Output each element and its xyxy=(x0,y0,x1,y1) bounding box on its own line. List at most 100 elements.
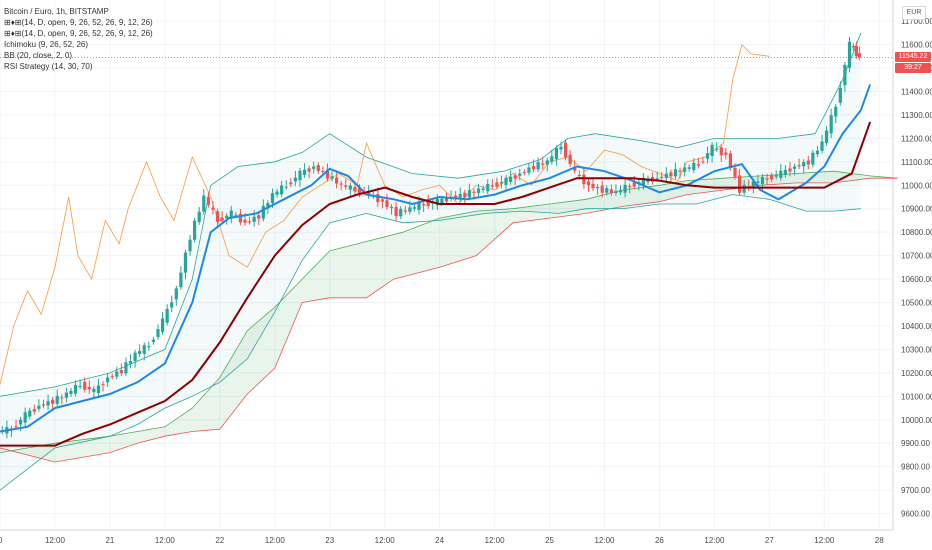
candle-body xyxy=(600,185,604,193)
y-tick-label: 10600.00 xyxy=(901,275,932,284)
x-tick-label: 12:00 xyxy=(155,536,176,545)
y-tick-label: 10900.00 xyxy=(901,205,932,214)
y-tick-label: 10200.00 xyxy=(901,369,932,378)
candle-body xyxy=(321,171,325,173)
candle-body xyxy=(495,182,499,187)
candle-body xyxy=(261,205,265,219)
candle-body xyxy=(257,215,261,219)
candle-body xyxy=(367,191,371,196)
bb-lower xyxy=(0,194,861,491)
candle-body xyxy=(55,395,59,404)
candle-body xyxy=(678,170,682,172)
candle-body xyxy=(513,175,517,179)
candle-body xyxy=(147,346,151,348)
y-tick-label: 10300.00 xyxy=(901,345,932,354)
candle-body xyxy=(609,189,613,193)
candle-body xyxy=(307,168,311,172)
candle-body xyxy=(183,252,188,273)
candle-body xyxy=(238,213,243,223)
candle-body xyxy=(138,350,142,355)
candle-body xyxy=(41,404,46,406)
y-tick-label: 11100.00 xyxy=(901,158,932,167)
candle-body xyxy=(458,194,462,198)
legend-indicator-1[interactable]: ⊞♦⊞(14, D, open, 9, 26, 52, 26, 9, 12, 2… xyxy=(4,18,153,27)
candle-body xyxy=(797,165,801,167)
candle-body xyxy=(247,221,252,223)
price-axis[interactable]: 9600.00 9700.00 9800.00 9900.00 10000.00 1010… xyxy=(901,17,932,518)
x-tick-label: 27 xyxy=(765,536,774,545)
candle-body xyxy=(756,181,760,183)
time-axis[interactable]: 0 12:00 21 12:00 22 12:00 23 12:00 24 12:00 25 12:0… xyxy=(0,536,884,545)
candle-body xyxy=(211,207,215,210)
candle-body xyxy=(69,390,73,394)
candle-body xyxy=(563,142,568,158)
candle-body xyxy=(724,152,728,155)
candle-body xyxy=(486,184,490,192)
candle-body xyxy=(110,376,114,378)
cloud-area xyxy=(0,171,898,462)
candle-body xyxy=(60,397,64,399)
candle-body xyxy=(628,186,632,188)
candle-body xyxy=(820,141,824,151)
candle-body xyxy=(266,203,270,208)
candle-body xyxy=(270,193,275,204)
candle-body xyxy=(124,362,128,374)
candle-body xyxy=(504,177,508,185)
legend-ichimoku[interactable]: Ichimoku (9, 26, 52, 26) xyxy=(4,40,89,49)
y-tick-label: 11300.00 xyxy=(901,111,932,120)
legend-bb[interactable]: BB (20, close, 2, 0) xyxy=(4,51,73,60)
candle-body xyxy=(380,199,384,202)
y-tick-label: 10000.00 xyxy=(901,416,932,425)
candle-body xyxy=(293,177,297,182)
x-tick-label: 25 xyxy=(545,536,554,545)
candle-body xyxy=(655,178,659,180)
candle-body xyxy=(696,164,700,166)
candle-body xyxy=(298,170,302,181)
y-tick-label: 9800.00 xyxy=(901,463,930,472)
candle-body xyxy=(554,148,559,160)
candle-body xyxy=(316,165,320,172)
candle-body xyxy=(302,169,307,175)
candle-body xyxy=(193,220,197,240)
candle-body xyxy=(824,130,829,144)
candle-body xyxy=(440,198,444,204)
x-tick-label: 28 xyxy=(875,536,884,545)
candle-body xyxy=(623,184,627,193)
candle-body xyxy=(737,175,742,193)
candle-body xyxy=(151,339,156,342)
grid xyxy=(0,0,894,531)
candle-body xyxy=(252,216,256,222)
legend-title[interactable]: Bitcoin / Euro, 1h, BITSTAMP xyxy=(4,7,109,16)
countdown-tag: 39:27 xyxy=(895,63,931,74)
candle-body xyxy=(829,115,833,134)
candle-body xyxy=(632,182,636,187)
candle-body xyxy=(156,329,160,337)
candle-body xyxy=(550,156,554,162)
currency-button[interactable]: EUR xyxy=(902,6,926,20)
candle-body xyxy=(14,426,18,428)
candle-body xyxy=(284,186,288,188)
candle-body xyxy=(710,144,714,157)
candle-body xyxy=(664,173,668,179)
candle-body xyxy=(394,206,398,217)
candle-body xyxy=(280,185,284,195)
candle-body xyxy=(847,41,852,68)
x-tick-label: 12:00 xyxy=(45,536,66,545)
candle-body xyxy=(683,167,687,172)
legend-rsi-strategy[interactable]: RSI Strategy (14, 30, 70) xyxy=(4,62,93,71)
chart-legend: Bitcoin / Euro, 1h, BITSTAMP ⊞♦⊞(14, D, … xyxy=(4,6,153,72)
slow-line xyxy=(0,121,872,447)
y-tick-label: 10400.00 xyxy=(901,322,932,331)
y-tick-label: 9900.00 xyxy=(901,439,930,448)
candle-body xyxy=(719,147,723,156)
candle-body xyxy=(573,166,577,171)
candle-body xyxy=(170,302,174,308)
candle-body xyxy=(733,167,737,177)
y-tick-label: 10500.00 xyxy=(901,299,932,308)
candle-body xyxy=(476,188,481,193)
legend-indicator-2[interactable]: ⊞♦⊞(14, D, open, 9, 26, 52, 26, 9, 12, 2… xyxy=(4,29,153,38)
candle-body xyxy=(403,210,407,212)
candle-body xyxy=(541,163,545,165)
candle-body xyxy=(527,167,531,173)
